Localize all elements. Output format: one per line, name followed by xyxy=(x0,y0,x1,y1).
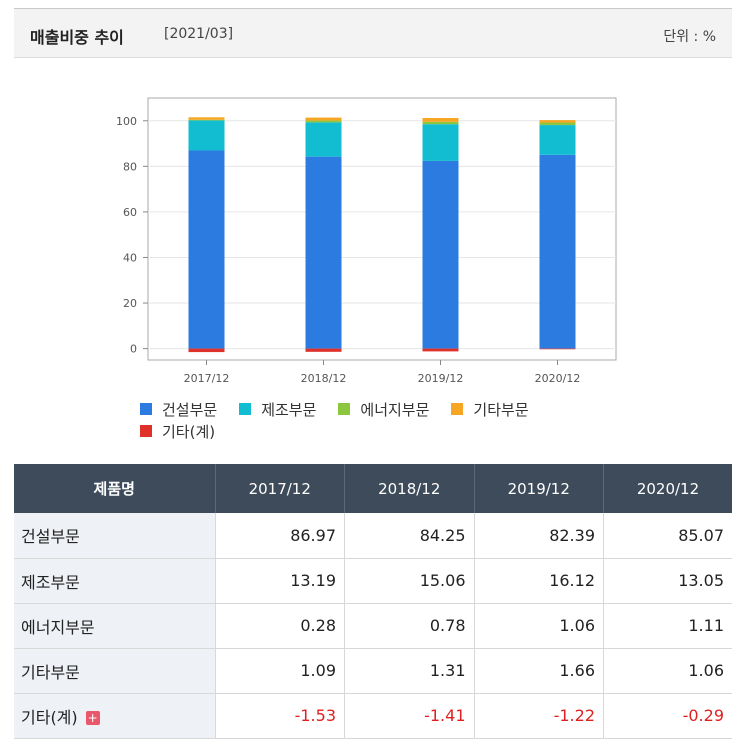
y-tick-label: 80 xyxy=(123,160,137,173)
table-cell: 16.12 xyxy=(473,558,604,604)
row-label-text: 기타부문 xyxy=(21,662,80,682)
table-cell: 86.97 xyxy=(214,513,345,559)
table-cell: 85.07 xyxy=(603,513,732,559)
bar-segment xyxy=(539,125,576,155)
sales-mix-chart: 0 20 40 60 80 100 2017/12 2018/12 2019/12 2020/12 xyxy=(116,97,617,385)
row-label: 기타부문 xyxy=(14,648,215,694)
unit-label: 단위 : % xyxy=(663,29,716,45)
bar-segment xyxy=(188,348,225,353)
legend-swatch xyxy=(451,403,464,415)
table-cell: 15.06 xyxy=(344,558,474,604)
legend-swatch xyxy=(239,403,252,415)
bar-segment xyxy=(422,124,459,161)
legend-item: 기타부문 xyxy=(451,398,529,420)
bar-segment xyxy=(188,150,225,349)
legend-item: 기타(계) xyxy=(140,420,215,442)
table-cell: 13.19 xyxy=(214,558,345,604)
row-label-text: 기타(계) xyxy=(21,707,78,727)
bar-segment xyxy=(422,160,459,349)
table-row: 기타(계) + -1.53 -1.41 -1.22 -0.29 xyxy=(14,693,732,739)
x-tick-label: 2020/12 xyxy=(535,372,581,385)
bar-segment xyxy=(305,122,342,157)
sales-mix-table: 제품명 2017/12 2018/12 2019/12 2020/12 건설부문 86.… xyxy=(14,464,732,739)
legend-label: 제조부문 xyxy=(261,400,317,419)
bar-segment xyxy=(422,348,459,352)
table-cell: -0.29 xyxy=(603,693,732,739)
table-cell: 1.11 xyxy=(603,603,732,649)
bar-segment xyxy=(305,117,342,121)
table-cell: 84.25 xyxy=(344,513,474,559)
legend-item: 제조부문 xyxy=(239,398,316,420)
y-tick-label: 20 xyxy=(123,297,137,310)
legend-label: 에너지부문 xyxy=(360,400,430,419)
bar-segment xyxy=(305,156,342,349)
row-label: 건설부문 xyxy=(14,513,215,559)
legend-swatch xyxy=(140,403,152,415)
x-tick-label: 2018/12 xyxy=(301,372,347,385)
period-label: [2021/03] xyxy=(164,26,234,42)
bar-segment xyxy=(539,154,576,349)
bar-segment xyxy=(188,117,225,120)
section-header: 매출비중 추이 [2021/03] 단위 : % xyxy=(14,8,732,58)
row-label: 기타(계) + xyxy=(14,693,215,739)
table-row: 에너지부문 0.28 0.78 1.06 1.11 xyxy=(14,603,732,649)
table-cell: 82.39 xyxy=(473,513,604,559)
table-cell: 1.06 xyxy=(603,648,732,694)
bar-segment xyxy=(539,120,576,123)
section-title: 매출비중 추이 xyxy=(30,28,124,47)
column-header-name: 제품명 xyxy=(14,464,215,513)
row-label-text: 제조부문 xyxy=(21,572,80,592)
legend-item: 건설부문 xyxy=(140,398,217,420)
table-cell: 13.05 xyxy=(603,558,732,604)
y-tick-label: 100 xyxy=(116,115,137,128)
column-header-year: 2020/12 xyxy=(603,464,732,513)
bar-segment xyxy=(539,348,576,350)
legend-label: 기타(계) xyxy=(162,422,216,441)
x-tick-label: 2019/12 xyxy=(418,372,464,385)
legend-swatch xyxy=(338,403,351,415)
x-tick-label: 2017/12 xyxy=(184,372,230,385)
bar-segment xyxy=(539,122,576,126)
legend-swatch xyxy=(140,425,152,437)
legend-label: 건설부문 xyxy=(162,400,218,419)
column-header-year: 2018/12 xyxy=(344,464,474,513)
table-cell: -1.41 xyxy=(344,693,474,739)
expand-plus-icon[interactable]: + xyxy=(85,710,100,725)
table-header-row: 제품명 2017/12 2018/12 2019/12 2020/12 xyxy=(14,464,732,513)
table-cell: -1.22 xyxy=(473,693,604,739)
y-tick-label: 60 xyxy=(123,206,137,219)
y-tick-label: 0 xyxy=(130,343,137,356)
table-cell: 1.09 xyxy=(214,648,345,694)
table-row: 기타부문 1.09 1.31 1.66 1.06 xyxy=(14,648,732,694)
row-label-text: 건설부문 xyxy=(21,527,80,547)
legend-item: 에너지부문 xyxy=(338,398,429,420)
row-label-text: 에너지부문 xyxy=(21,617,95,637)
row-label: 제조부문 xyxy=(14,558,215,604)
bar-segment xyxy=(188,120,225,151)
table-cell: 1.66 xyxy=(473,648,604,694)
column-header-year: 2017/12 xyxy=(214,464,345,513)
bar-segment xyxy=(422,121,459,125)
bar-segment xyxy=(422,117,459,122)
table-row: 건설부문 86.97 84.25 82.39 85.07 xyxy=(14,513,732,559)
table-cell: 1.06 xyxy=(473,603,604,649)
bar-segment xyxy=(305,120,342,123)
bar-segment xyxy=(305,348,342,352)
y-tick-label: 40 xyxy=(123,251,137,264)
table-row: 제조부문 13.19 15.06 16.12 13.05 xyxy=(14,558,732,604)
plot-area xyxy=(147,97,617,361)
legend-label: 기타부문 xyxy=(473,400,529,419)
table-cell: 0.28 xyxy=(214,603,345,649)
column-header-year: 2019/12 xyxy=(473,464,604,513)
table-cell: 0.78 xyxy=(344,603,474,649)
row-label: 에너지부문 xyxy=(14,603,215,649)
table-cell: -1.53 xyxy=(214,693,345,739)
table-cell: 1.31 xyxy=(344,648,474,694)
bar-segment xyxy=(188,119,225,121)
